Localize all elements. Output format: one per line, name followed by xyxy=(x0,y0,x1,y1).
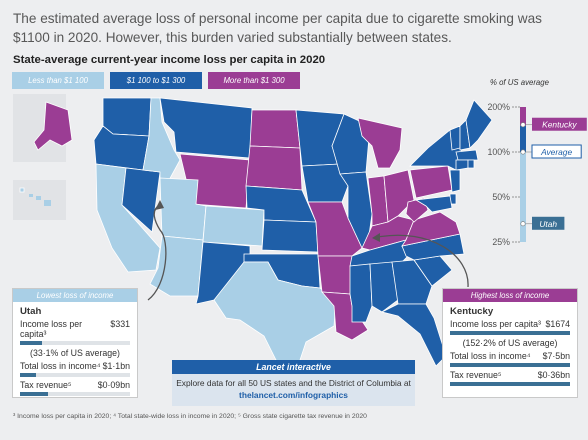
state-wa xyxy=(102,97,152,137)
utah-tax-value: $0·09bn xyxy=(97,380,130,390)
state-fl xyxy=(380,303,447,367)
utah-loss-bar xyxy=(20,341,130,345)
utah-panel: Lowest loss of income Utah Income loss p… xyxy=(12,288,138,398)
state-ks xyxy=(261,219,319,253)
kentucky-panel-header: Highest loss of income xyxy=(443,289,577,302)
state-mt xyxy=(159,97,253,159)
scale-tick-label-100: 100% xyxy=(488,147,511,157)
state-al xyxy=(369,261,399,313)
scale-marker-average xyxy=(520,149,526,155)
state-hi xyxy=(19,187,25,193)
scale-tick-label-25: 25% xyxy=(492,237,510,247)
kentucky-loss-bar xyxy=(450,331,570,335)
utah-loss-bar-fill xyxy=(20,341,42,345)
state-hi-island-3 xyxy=(44,200,51,206)
scale-marker-label-bg-utah xyxy=(532,216,565,230)
state-nj xyxy=(449,169,461,193)
kentucky-loss-label: Income loss per capita³ xyxy=(450,319,541,329)
utah-total-value: $1·1bn xyxy=(102,361,130,371)
kentucky-tax-label: Tax revenue⁵ xyxy=(450,370,502,380)
state-hi-island-2 xyxy=(36,196,41,200)
kentucky-total-label: Total loss in income⁴ xyxy=(450,351,531,361)
legend-less-than-1100: Less than $1 100 xyxy=(12,72,104,89)
kentucky-panel: Highest loss of income Kentucky Income l… xyxy=(442,288,578,398)
scale-tick-label-200: 200% xyxy=(488,102,511,112)
kentucky-loss-bar-fill xyxy=(450,331,570,335)
utah-tax-label: Tax revenue⁵ xyxy=(20,380,72,390)
lancet-interactive-box: Lancet interactive Explore data for all … xyxy=(172,360,415,406)
utah-loss-value: $331 xyxy=(110,319,130,329)
kentucky-arrow-head xyxy=(372,233,380,242)
legend-more-than-1300: More than $1 300 xyxy=(208,72,300,89)
legend-1100-to-1300: $1 100 to $1 300 xyxy=(110,72,202,89)
scale-segment-mid xyxy=(520,125,526,152)
state-co xyxy=(202,205,265,247)
utah-arrow-head xyxy=(155,200,164,210)
utah-total-label: Total loss in income⁴ xyxy=(20,361,101,371)
kentucky-total-bar-fill xyxy=(450,363,570,367)
state-ak xyxy=(33,101,73,151)
scale-marker-label-bg-average xyxy=(531,144,582,159)
utah-panel-header: Lowest loss of income xyxy=(13,289,137,302)
scale-segment-high xyxy=(520,107,526,126)
state-me xyxy=(465,99,493,149)
state-ms xyxy=(349,263,373,323)
headline: The estimated average loss of personal i… xyxy=(13,11,542,45)
state-oh xyxy=(383,169,415,223)
state-mi xyxy=(357,117,403,169)
kentucky-state-name: Kentucky xyxy=(450,306,494,317)
utah-loss-label: Income loss per capita³ xyxy=(20,319,83,339)
utah-pct-text: (33·1% of US average) xyxy=(30,348,120,358)
scale-marker-label-utah: Utah xyxy=(539,219,557,229)
interactive-title: Lancet interactive xyxy=(172,360,415,374)
utah-total-bar-fill xyxy=(20,373,37,377)
kentucky-pointer-line xyxy=(377,234,469,288)
state-pa xyxy=(409,165,453,199)
scale-marker-label-kentucky: Kentucky xyxy=(542,120,577,130)
state-ga xyxy=(391,259,433,305)
scale-segment-light xyxy=(520,152,526,242)
kentucky-pct-text: (152·2% of US average) xyxy=(462,338,558,348)
scale-marker-label-bg-kentucky xyxy=(532,117,587,131)
scale-title: % of US average xyxy=(490,78,549,87)
scale-marker-utah xyxy=(520,221,526,227)
utah-pointer-line xyxy=(147,204,167,301)
state-ct xyxy=(455,159,469,171)
state-va xyxy=(401,211,461,247)
kentucky-total-bar xyxy=(450,363,570,367)
state-md xyxy=(414,195,453,213)
interactive-text: Explore data for all 50 US states and th… xyxy=(176,378,411,388)
utah-tax-bar-fill xyxy=(20,392,48,396)
state-ri xyxy=(467,159,475,169)
scale-marker-kentucky xyxy=(520,122,526,128)
kentucky-total-value: $7·5bn xyxy=(542,351,570,361)
kentucky-loss-value: $1674 xyxy=(545,319,570,329)
chart-subtitle: State-average current-year income loss p… xyxy=(13,54,326,66)
state-ia xyxy=(301,163,349,203)
state-ma xyxy=(455,149,479,161)
utah-state-name: Utah xyxy=(20,306,42,317)
state-nd xyxy=(249,109,301,149)
state-sd xyxy=(245,145,303,191)
kentucky-tax-value: $0·36bn xyxy=(537,370,570,380)
kentucky-tax-bar-fill xyxy=(450,382,570,386)
kentucky-tax-bar xyxy=(450,382,570,386)
state-hi-island-1 xyxy=(29,194,33,197)
state-vt xyxy=(449,125,461,151)
state-mo xyxy=(307,201,363,257)
footnote: ³ Income loss per capita in 2020; ⁴ Tota… xyxy=(13,413,367,420)
infographics-link[interactable]: thelancet.com/infographics xyxy=(239,390,348,400)
utah-total-bar xyxy=(20,373,130,377)
state-tx xyxy=(213,261,337,373)
scale-tick-label-50: 50% xyxy=(492,192,510,202)
utah-tax-bar xyxy=(20,392,130,396)
scale-marker-label-average: Average xyxy=(540,147,572,157)
